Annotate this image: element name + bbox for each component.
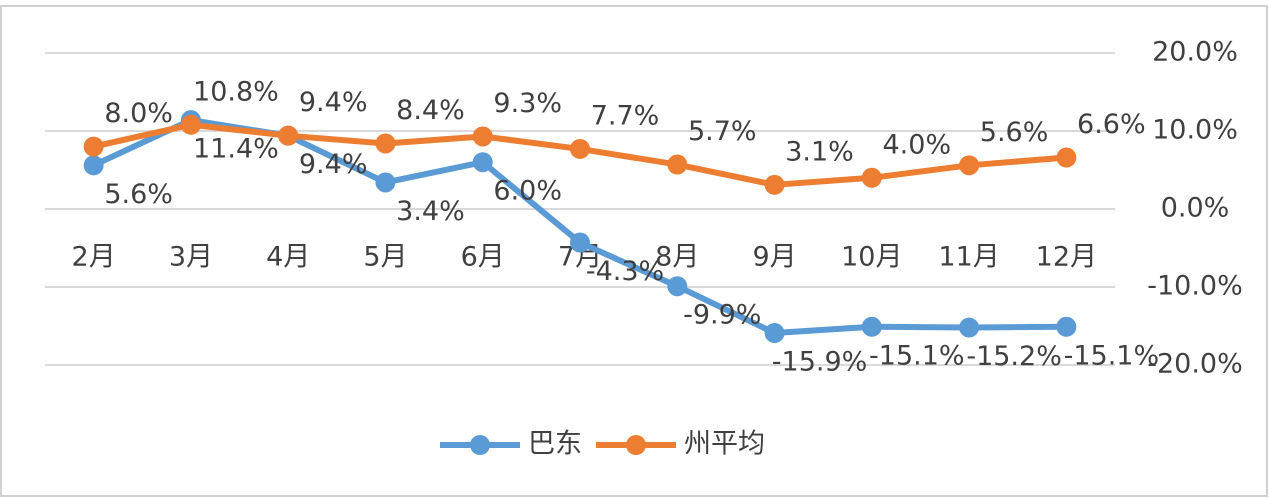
data-point — [764, 323, 785, 344]
x-tick-label: 3月 — [169, 242, 213, 273]
legend-label: 巴东 — [528, 429, 582, 460]
data-point — [472, 126, 493, 147]
data-point — [861, 316, 882, 337]
data-point — [278, 125, 299, 146]
data-point — [375, 172, 396, 193]
data-label: -9.9% — [683, 300, 761, 331]
data-point — [959, 317, 980, 338]
data-point — [83, 136, 104, 157]
data-point — [180, 114, 201, 135]
data-label: 9.3% — [493, 88, 562, 119]
x-tick-label: 11月 — [938, 242, 999, 273]
data-point — [570, 232, 590, 253]
data-label: 8.4% — [396, 95, 465, 126]
x-tick-label: 6月 — [461, 242, 505, 273]
data-label: 6.0% — [493, 176, 562, 207]
y-tick-label: -10.0% — [1147, 271, 1243, 302]
data-point — [861, 167, 882, 188]
data-label: 8.0% — [104, 98, 173, 129]
data-label: 5.7% — [688, 116, 757, 147]
data-point — [667, 154, 688, 175]
x-tick-label: 8月 — [655, 242, 699, 273]
legend-label: 州平均 — [684, 429, 765, 460]
data-label: 5.6% — [980, 117, 1049, 148]
x-tick-label: 4月 — [266, 242, 310, 273]
data-label: 3.4% — [396, 196, 465, 227]
data-point — [570, 138, 590, 159]
data-point — [375, 133, 396, 154]
y-tick-label: -20.0% — [1147, 349, 1243, 380]
data-label: 10.8% — [193, 76, 279, 107]
data-label: 11.4% — [193, 134, 279, 165]
data-point — [1056, 316, 1077, 337]
data-label: -15.1% — [1064, 340, 1160, 371]
x-tick-label: 5月 — [363, 242, 407, 273]
data-label: -15.2% — [966, 341, 1062, 372]
y-tick-label: 0.0% — [1161, 193, 1230, 224]
chart-frame — [0, 5, 1268, 497]
data-label: 5.6% — [104, 179, 173, 210]
y-tick-label: 20.0% — [1152, 37, 1238, 68]
data-point — [764, 174, 785, 195]
data-point — [83, 155, 104, 176]
legend-marker — [470, 435, 490, 455]
data-label: 4.0% — [883, 129, 952, 160]
data-label: 9.4% — [299, 87, 368, 118]
data-label: -4.3% — [586, 256, 664, 287]
x-tick-label: 12月 — [1036, 242, 1097, 273]
data-point — [1056, 147, 1077, 168]
data-label: 6.6% — [1077, 109, 1146, 140]
data-point — [959, 155, 980, 176]
data-point — [472, 152, 493, 173]
data-label: 7.7% — [591, 100, 660, 131]
data-point — [667, 276, 688, 297]
data-label: -15.9% — [772, 347, 868, 378]
data-label: -15.1% — [869, 340, 965, 371]
x-tick-label: 9月 — [752, 242, 796, 273]
x-tick-label: 2月 — [72, 242, 116, 273]
legend-marker — [626, 435, 646, 455]
x-tick-label: 10月 — [841, 242, 902, 273]
y-tick-label: 10.0% — [1152, 115, 1238, 146]
data-label: 3.1% — [785, 136, 854, 167]
data-label: 9.4% — [299, 149, 368, 180]
